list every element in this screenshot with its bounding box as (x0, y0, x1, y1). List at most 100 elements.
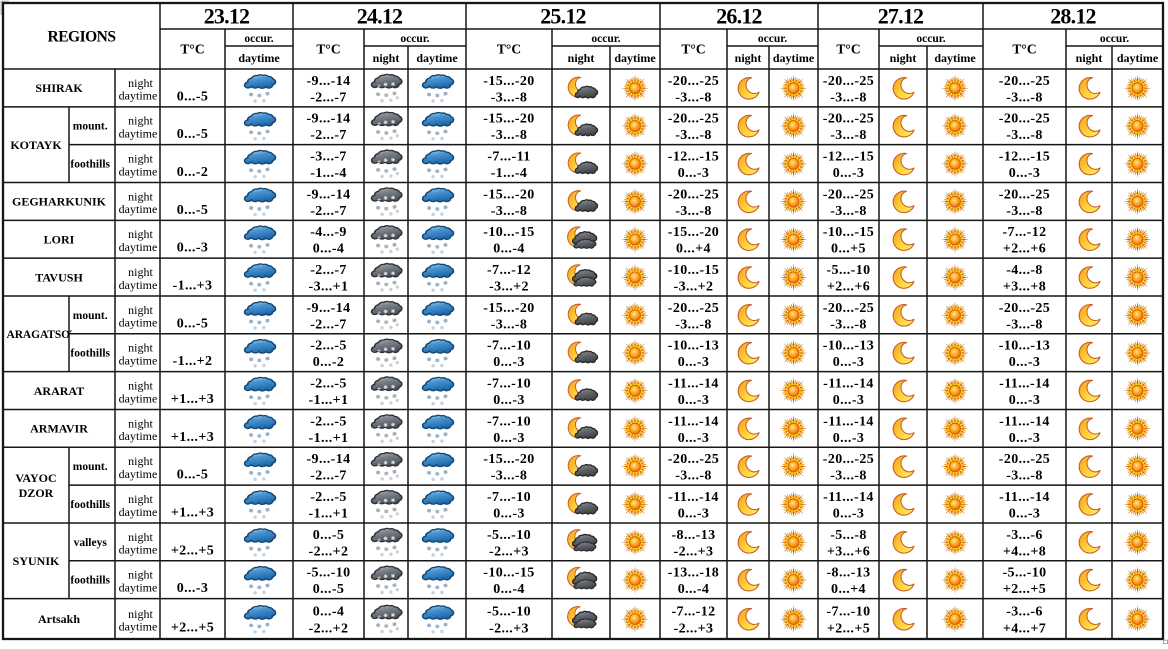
svg-text:-3...-8: -3...-8 (830, 90, 867, 105)
svg-text:night: night (128, 568, 153, 582)
svg-text:-1...-4: -1...-4 (491, 166, 528, 181)
svg-text:night: night (128, 607, 153, 621)
svg-text:-15...-20: -15...-20 (483, 301, 534, 316)
svg-text:-8...-13: -8...-13 (826, 566, 870, 581)
svg-text:-11...-14: -11...-14 (823, 414, 874, 429)
svg-text:Artsakh: Artsakh (38, 612, 80, 626)
svg-text:daytime: daytime (119, 202, 158, 216)
svg-text:night: night (128, 379, 153, 393)
svg-text:-7...-10: -7...-10 (487, 490, 531, 505)
svg-text:-3...-8: -3...-8 (491, 90, 528, 105)
svg-text:0...-3: 0...-3 (678, 355, 710, 370)
svg-text:daytime: daytime (119, 581, 158, 595)
svg-text:daytime: daytime (119, 429, 158, 443)
svg-text:night: night (128, 341, 153, 355)
svg-text:daytime: daytime (614, 51, 656, 65)
svg-text:night: night (128, 492, 153, 506)
svg-text:0...-4: 0...-4 (493, 242, 525, 257)
svg-text:night: night (128, 227, 153, 241)
svg-text:0...-5: 0...-5 (177, 89, 209, 104)
svg-text:0...-3: 0...-3 (493, 393, 525, 408)
svg-text:daytime: daytime (119, 620, 158, 634)
svg-text:T°C: T°C (1012, 42, 1036, 57)
svg-text:0...-3: 0...-3 (1009, 166, 1041, 181)
svg-text:-5...-10: -5...-10 (306, 566, 350, 581)
svg-text:-8...-13: -8...-13 (671, 528, 715, 543)
svg-text:-3...-8: -3...-8 (1006, 90, 1043, 105)
svg-text:-20...-25: -20...-25 (668, 452, 719, 467)
svg-text:0...-4: 0...-4 (313, 605, 345, 620)
svg-text:-1...+3: -1...+3 (173, 279, 213, 294)
svg-text:0...-3: 0...-3 (1009, 431, 1041, 446)
svg-text:daytime: daytime (119, 354, 158, 368)
svg-text:0...-3: 0...-3 (833, 507, 865, 522)
svg-text:SYUNIK: SYUNIK (13, 554, 60, 568)
svg-text:0...-3: 0...-3 (678, 166, 710, 181)
svg-text:foothills: foothills (70, 159, 110, 171)
svg-text:-7...-10: -7...-10 (487, 376, 531, 391)
svg-text:night: night (128, 303, 153, 317)
svg-text:-20...-25: -20...-25 (999, 187, 1050, 202)
svg-text:-2...-5: -2...-5 (310, 414, 347, 429)
svg-text:-7...-10: -7...-10 (487, 339, 531, 354)
svg-text:daytime: daytime (119, 543, 158, 557)
svg-text:0...-3: 0...-3 (177, 241, 209, 256)
svg-text:occur.: occur. (400, 33, 429, 45)
svg-text:+2...+5: +2...+5 (171, 543, 214, 558)
svg-text:0...+5: 0...+5 (831, 242, 866, 257)
svg-text:-2...-5: -2...-5 (310, 376, 347, 391)
svg-text:-2...-5: -2...-5 (310, 339, 347, 354)
svg-text:ARARAT: ARARAT (34, 384, 84, 398)
svg-text:-3...-8: -3...-8 (675, 128, 712, 143)
svg-text:-11...-14: -11...-14 (668, 414, 719, 429)
svg-text:0...-4: 0...-4 (313, 242, 345, 257)
svg-text:-20...-25: -20...-25 (668, 301, 719, 316)
svg-text:-3...-8: -3...-8 (675, 469, 712, 484)
svg-text:+2...+6: +2...+6 (1003, 242, 1046, 257)
svg-text:-5...-10: -5...-10 (487, 605, 531, 620)
svg-text:VAYOC: VAYOC (15, 471, 56, 485)
svg-text:-11...-14: -11...-14 (999, 376, 1050, 391)
svg-text:-20...-25: -20...-25 (668, 112, 719, 127)
svg-text:0...-3: 0...-3 (833, 355, 865, 370)
svg-text:SHIRAK: SHIRAK (35, 81, 83, 95)
svg-text:0...-5: 0...-5 (313, 528, 345, 543)
svg-text:23.12: 23.12 (204, 3, 250, 28)
svg-text:-20...-25: -20...-25 (668, 187, 719, 202)
svg-text:-10...-15: -10...-15 (823, 225, 874, 240)
svg-text:-7...-12: -7...-12 (487, 263, 531, 278)
svg-text:-9...-14: -9...-14 (306, 301, 350, 316)
svg-text:-1...+2: -1...+2 (173, 354, 213, 369)
svg-text:0...-5: 0...-5 (177, 468, 209, 483)
svg-text:0...-3: 0...-3 (833, 431, 865, 446)
svg-text:night: night (128, 416, 153, 430)
svg-text:+3...+6: +3...+6 (827, 544, 870, 559)
svg-text:0...-3: 0...-3 (493, 507, 525, 522)
svg-text:0...-4: 0...-4 (493, 582, 525, 597)
svg-text:-4...-9: -4...-9 (310, 225, 347, 240)
svg-text:-9...-14: -9...-14 (306, 187, 350, 202)
svg-text:night: night (128, 530, 153, 544)
svg-text:-3...-8: -3...-8 (830, 128, 867, 143)
svg-text:-2...+3: -2...+3 (489, 544, 529, 559)
svg-text:-2...+3: -2...+3 (674, 544, 714, 559)
svg-text:-1...-4: -1...-4 (310, 166, 347, 181)
svg-text:0...+4: 0...+4 (676, 242, 711, 257)
svg-text:26.12: 26.12 (716, 3, 762, 28)
svg-text:-1...+1: -1...+1 (309, 393, 349, 408)
svg-text:-3...-8: -3...-8 (830, 469, 867, 484)
svg-text:foothills: foothills (70, 575, 110, 587)
svg-text:-2...+2: -2...+2 (309, 621, 349, 636)
svg-text:-7...-11: -7...-11 (487, 150, 530, 165)
svg-text:daytime: daytime (119, 278, 158, 292)
svg-text:+4...+8: +4...+8 (1003, 544, 1046, 559)
svg-text:ARMAVIR: ARMAVIR (30, 422, 88, 436)
svg-text:daytime: daytime (119, 164, 158, 178)
svg-text:-2...+2: -2...+2 (309, 544, 349, 559)
svg-text:occur.: occur. (1100, 33, 1129, 45)
svg-text:-3...+1: -3...+1 (309, 280, 349, 295)
svg-text:-12...-15: -12...-15 (999, 150, 1050, 165)
svg-text:-2...-5: -2...-5 (310, 490, 347, 505)
svg-text:-9...-14: -9...-14 (306, 112, 350, 127)
svg-text:-3...-8: -3...-8 (1006, 317, 1043, 332)
